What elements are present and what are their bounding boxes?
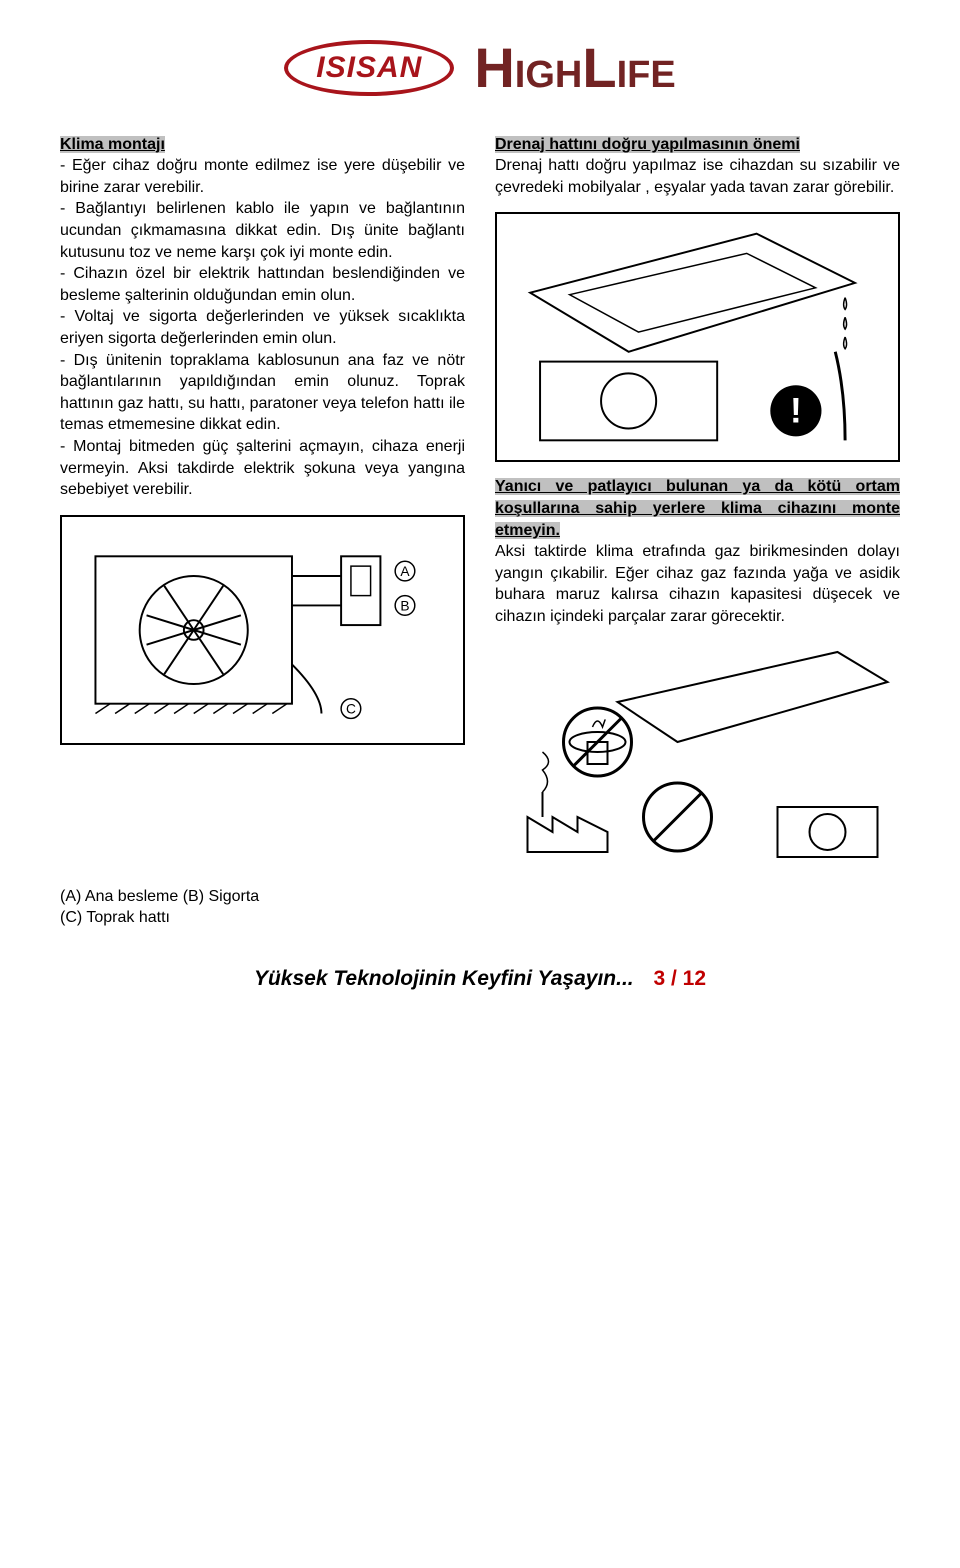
figure-outdoor-unit-wiring: A B C <box>60 515 465 745</box>
left-p4: - Voltaj ve sigorta değerlerinden ve yük… <box>60 306 465 349</box>
isisan-logo: ISISAN <box>284 40 454 97</box>
figure-drain-warning: ! <box>495 212 900 462</box>
left-column: Klima montajı - Eğer cihaz doğru monte e… <box>60 134 465 876</box>
left-p6: - Montaj bitmeden güç şalterini açmayın,… <box>60 436 465 501</box>
highlife-logo: HIGHLIFE <box>474 30 675 106</box>
right-heading-2: Yanıcı ve patlayıcı bulunan ya da kötü o… <box>495 478 900 538</box>
figure-no-flammable <box>495 642 900 862</box>
svg-text:A: A <box>400 564 410 579</box>
page-footer: Yüksek Teknolojinin Keyfini Yaşayın... 3… <box>60 965 900 993</box>
bottom-row: (A) Ana besleme (B) Sigorta (C) Toprak h… <box>60 886 900 929</box>
left-p3: - Cihazın özel bir elektrik hattından be… <box>60 263 465 306</box>
left-heading: Klima montajı <box>60 136 165 153</box>
left-p1: - Eğer cihaz doğru monte edilmez ise yer… <box>60 155 465 198</box>
right-heading-1: Drenaj hattını doğru yapılmasının önemi <box>495 136 800 153</box>
legend-text: (A) Ana besleme (B) Sigorta (C) Toprak h… <box>60 886 465 929</box>
right-p2: Aksi taktirde klima etrafında gaz birikm… <box>495 541 900 627</box>
footer-page-number: 3 / 12 <box>653 967 706 990</box>
left-p5: - Dış ünitenin topraklama kablosunun ana… <box>60 350 465 436</box>
legend-block: (A) Ana besleme (B) Sigorta (C) Toprak h… <box>60 886 465 929</box>
footer-tagline: Yüksek Teknolojinin Keyfini Yaşayın... <box>254 967 634 990</box>
svg-text:C: C <box>346 701 356 716</box>
svg-text:!: ! <box>790 391 802 431</box>
right-p1: Drenaj hattı doğru yapılmaz ise cihazdan… <box>495 155 900 198</box>
svg-text:B: B <box>400 598 409 613</box>
content-columns: Klima montajı - Eğer cihaz doğru monte e… <box>60 134 900 876</box>
right-column: Drenaj hattını doğru yapılmasının önemi … <box>495 134 900 876</box>
left-p2: - Bağlantıyı belirlenen kablo ile yapın … <box>60 198 465 263</box>
header-logos: ISISAN HIGHLIFE <box>60 30 900 106</box>
